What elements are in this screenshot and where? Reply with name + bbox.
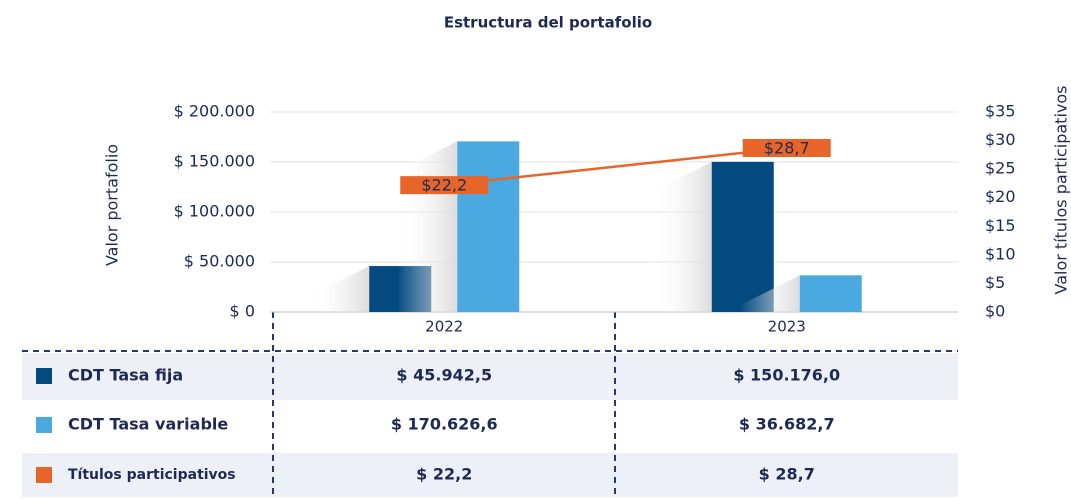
y-tick-label: $ 50.000: [184, 252, 255, 271]
line: [444, 146, 787, 187]
x-tick-label: 2023: [768, 318, 806, 336]
y2-tick-label: $15: [985, 216, 1016, 235]
y2-tick-label: $35: [985, 102, 1016, 121]
y-axis-label: Valor portafolio: [103, 144, 122, 266]
bar-shadow: [397, 141, 458, 312]
table-cell: $ 22,2: [416, 465, 472, 484]
bar-shadow: [309, 266, 370, 312]
bar: [457, 141, 520, 312]
legend-label: Títulos participativos: [68, 467, 236, 483]
y-tick-label: $ 150.000: [174, 152, 255, 171]
bar-shadow: [651, 161, 712, 312]
y2-tick-label: $30: [985, 130, 1016, 149]
legend-swatch: [36, 467, 52, 483]
bar: [711, 161, 774, 312]
bar: [799, 275, 862, 312]
data-label-bg: [400, 176, 489, 195]
table-cell: $ 45.942,5: [396, 366, 492, 385]
y2-tick-label: $0: [985, 302, 1005, 321]
chart-title: Estructura del portafolio: [444, 14, 652, 32]
table-cell: $ 150.176,0: [733, 366, 840, 385]
y-tick-label: $ 100.000: [174, 202, 255, 221]
y2-tick-label: $20: [985, 187, 1016, 206]
y2-tick-label: $25: [985, 159, 1016, 178]
x-tick-label: 2022: [425, 318, 463, 336]
data-label: $22,2: [421, 176, 467, 195]
row-bg: [22, 453, 958, 497]
legend-label: CDT Tasa fija: [68, 366, 183, 385]
y-tick-label: $ 0: [230, 302, 255, 321]
table-cell: $ 28,7: [759, 465, 815, 484]
bar-shadow: [739, 275, 800, 312]
y-tick-label: $ 200.000: [174, 102, 255, 121]
table-rows: [22, 353, 958, 497]
table-cell: $ 170.626,6: [391, 415, 498, 434]
table-cell: $ 36.682,7: [739, 415, 835, 434]
data-label-bg: [742, 139, 831, 157]
legend-label: CDT Tasa variable: [68, 415, 228, 434]
data-label: $28,7: [764, 139, 810, 158]
y2-tick-label: $5: [985, 273, 1005, 292]
y2-axis-label: Valor títulos participativos: [1052, 86, 1071, 295]
legend-swatch: [36, 417, 52, 433]
legend-swatch: [36, 368, 52, 384]
row-bg: [22, 353, 958, 400]
y2-tick-label: $10: [985, 244, 1016, 263]
